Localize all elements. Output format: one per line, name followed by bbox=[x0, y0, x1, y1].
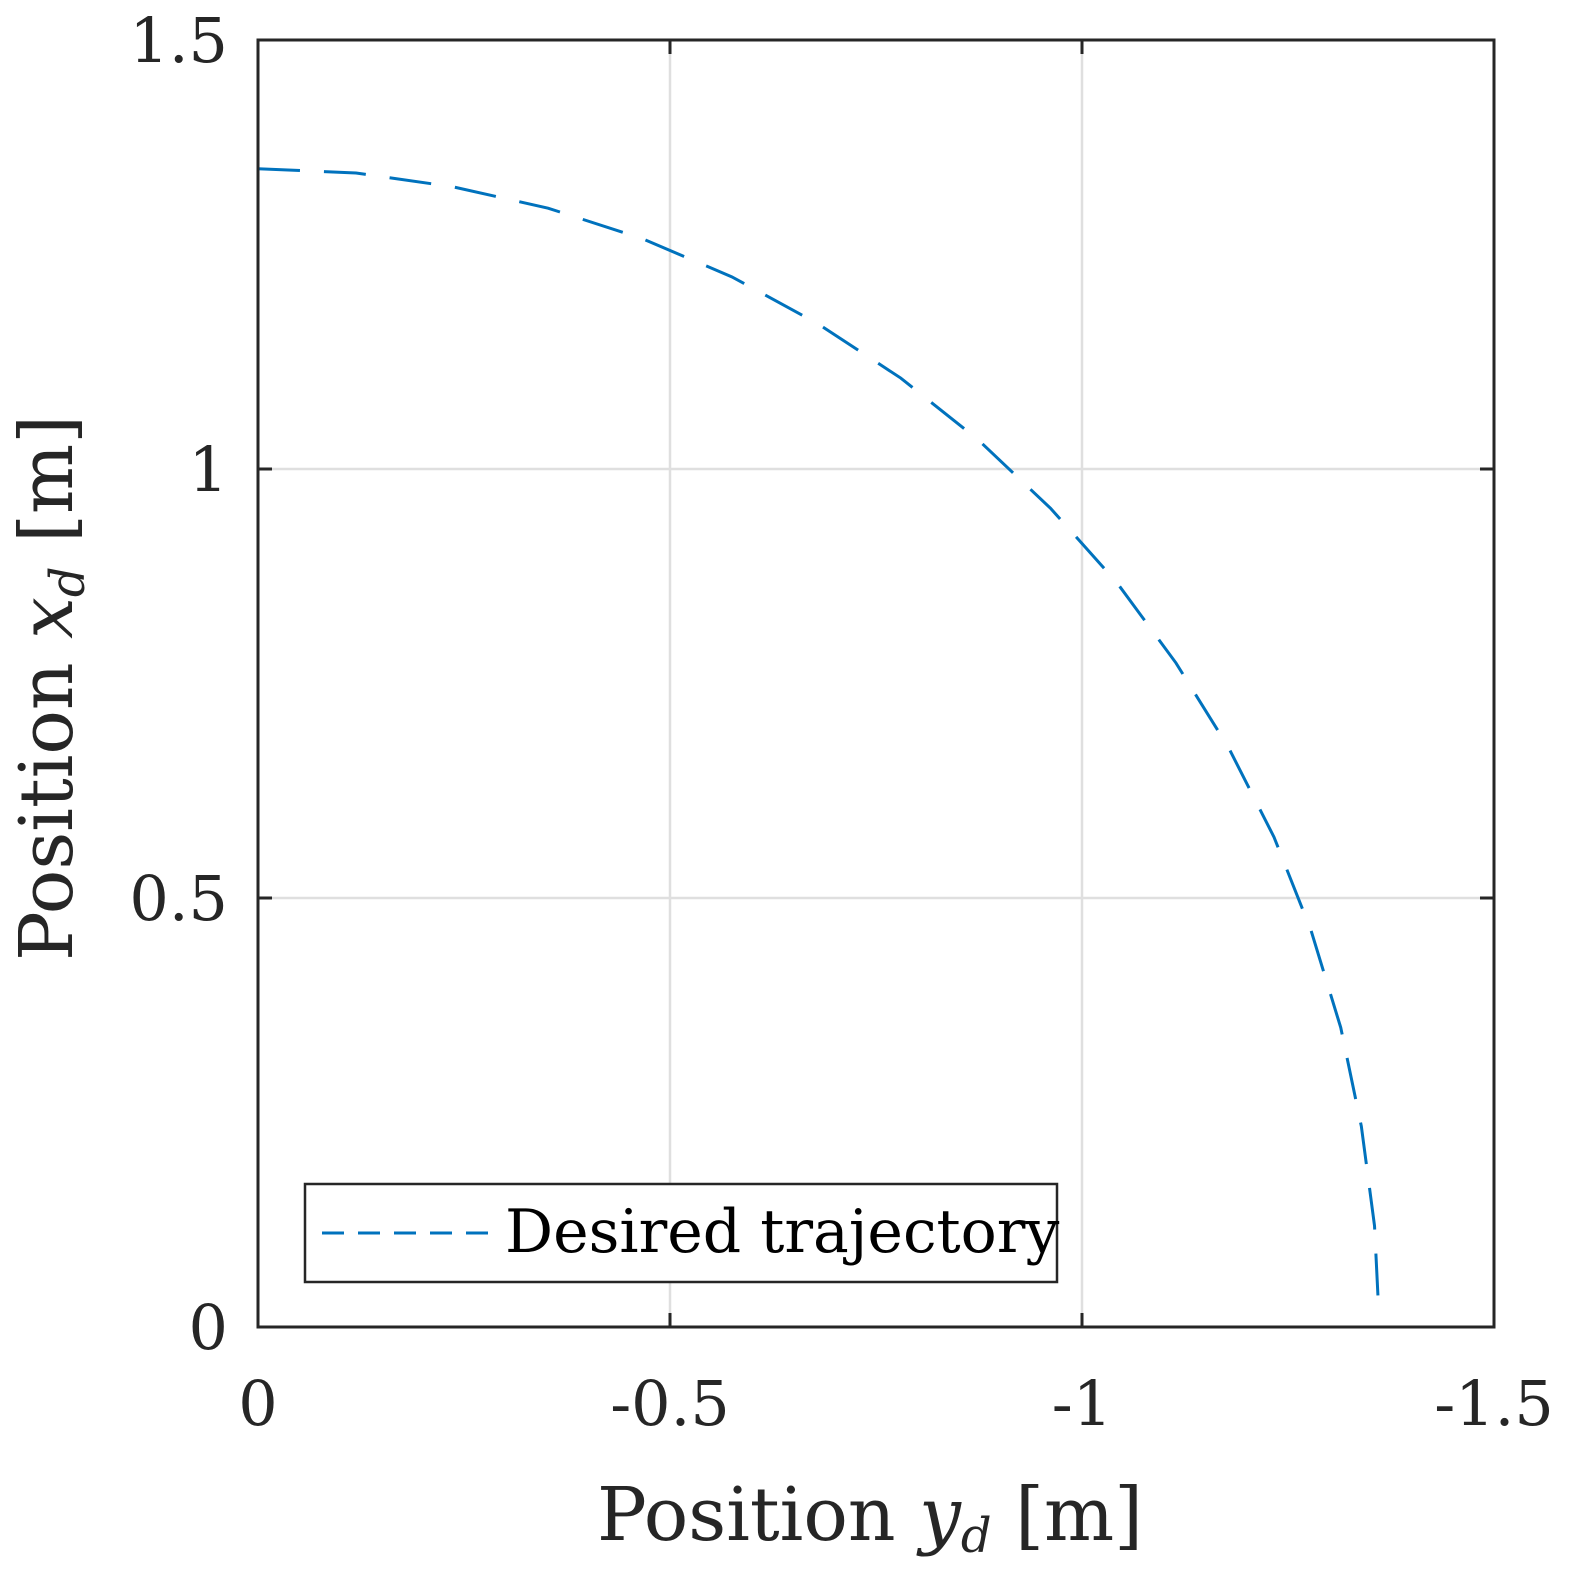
series-layer bbox=[257, 167, 1381, 1310]
plot-frame bbox=[256, 38, 1496, 1329]
y-tick-label: 0.5 bbox=[129, 862, 228, 935]
y-tick-label: 0 bbox=[189, 1291, 228, 1364]
x-tick-label: -1 bbox=[1052, 1367, 1112, 1440]
x-tick-label: -1.5 bbox=[1434, 1367, 1554, 1440]
y-axis-label: Position xd [m] bbox=[4, 415, 96, 961]
x-tick-label: 0 bbox=[238, 1367, 277, 1440]
ticks: 0 -0.5 -1 -1.5 0 0.5 1 1.5 bbox=[129, 4, 1553, 1440]
x-tick-label: -0.5 bbox=[610, 1367, 730, 1440]
legend-label: Desired trajectory bbox=[505, 1197, 1059, 1267]
legend: Desired trajectory bbox=[303, 1182, 1059, 1284]
desired-trajectory-line bbox=[257, 167, 1381, 1310]
y-tick-label: 1.5 bbox=[129, 4, 228, 77]
y-tick-label: 1 bbox=[189, 433, 228, 506]
grid bbox=[256, 38, 1496, 1329]
x-axis-label: Position yd [m] bbox=[597, 1472, 1143, 1564]
